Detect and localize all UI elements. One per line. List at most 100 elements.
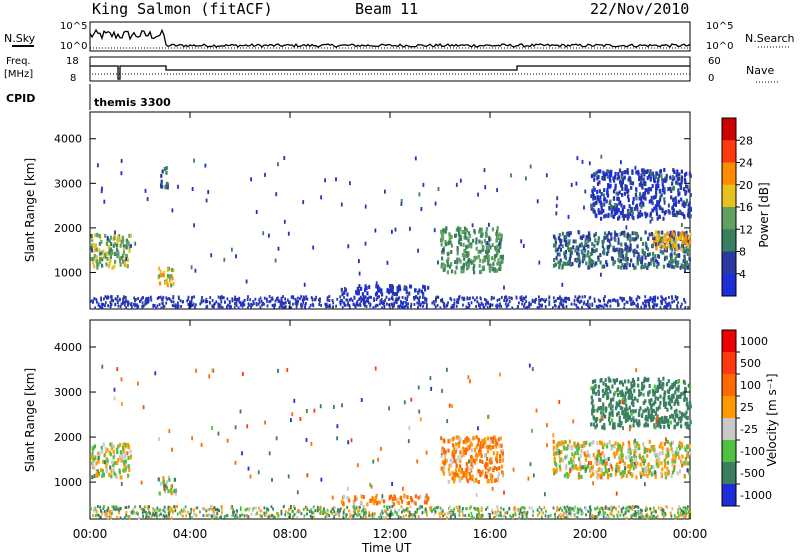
echo-cell [678,514,680,518]
echo-cell [519,507,522,511]
echo-cell [623,306,625,310]
echo-cell [326,512,329,516]
echo-cell [442,508,444,512]
echo-cell [663,442,666,446]
echo-cell [585,303,588,306]
echo-cell [669,186,672,191]
echo-cell [493,267,497,272]
echo-cell [210,253,213,258]
echo-cell [666,263,669,268]
echo-cell [636,214,640,219]
echo-cell [400,201,403,206]
echo-cell [337,511,340,515]
echo-cell [480,297,482,301]
echo-cell [606,392,609,396]
echo-cell [498,261,501,266]
echo-cell [568,506,571,510]
echo-cell [605,303,608,307]
echo-cell [237,298,240,302]
echo-cell [648,389,651,394]
echo-cell [665,419,668,424]
echo-cell [105,251,108,256]
echo-cell [659,249,662,254]
echo-cell [560,303,563,307]
echo-cell [611,513,613,517]
echo-cell [669,415,672,419]
echo-cell [151,513,154,517]
echo-cell [606,507,609,511]
echo-cell [268,295,271,298]
echo-cell [625,252,628,257]
echo-cell [568,512,571,516]
noise-tick-high-right: 10^5 [706,21,733,32]
echo-cell [630,185,633,190]
echo-cell [331,299,334,302]
echo-cell [512,467,515,472]
echo-cell [120,239,123,244]
echo-cell [434,305,437,309]
echo-cell [608,239,611,244]
echo-cell [365,515,367,519]
echo-cell [620,393,623,397]
echo-cell [652,465,655,470]
echo-cell [627,470,630,475]
echo-cell [470,244,473,249]
echo-cell [575,303,578,307]
echo-cell [497,514,500,518]
echo-cell [644,295,647,299]
echo-cell [686,416,689,421]
echo-cell [651,388,655,393]
echo-cell [336,424,339,429]
echo-cell [497,248,500,253]
echo-cell [250,177,252,182]
echo-cell [670,238,673,243]
echo-cell [108,249,111,254]
echo-cell [90,246,93,250]
echo-cell [233,515,236,519]
echo-cell [588,161,591,166]
echo-cell [164,483,167,488]
echo-cell [641,512,644,516]
echo-cell [363,304,366,308]
echo-cell [348,498,351,503]
echo-cell [434,510,437,514]
echo-cell [588,468,592,473]
echo-cell [234,460,237,465]
echo-cell [652,243,655,248]
echo-cell [486,462,489,467]
echo-cell [397,305,400,309]
echo-cell [544,492,546,497]
echo-cell [229,306,231,309]
echo-cell [484,453,487,458]
echo-cell [457,301,460,305]
echo-cell [614,202,617,207]
echo-cell [637,171,640,176]
echo-cell [456,246,459,250]
echo-cell [641,212,644,217]
echo-cell [93,248,96,253]
echo-cell [627,194,630,199]
echo-cell [669,442,672,447]
echo-cell [659,243,662,248]
echo-cell [500,464,504,469]
echo-cell [683,203,686,208]
echo-cell [613,260,616,265]
echo-cell [597,175,600,179]
echo-cell [614,378,617,383]
echo-cell [653,448,656,452]
echo-cell [349,513,351,517]
echo-cell [226,297,229,301]
echo-cell [646,423,649,428]
echo-cell [495,441,498,446]
echo-cell [432,300,435,303]
echo-cell [119,516,122,520]
echo-cell [262,231,265,236]
echo-cell [630,411,633,416]
echo-cell [521,302,523,306]
echo-cell [631,170,634,175]
echo-cell [675,200,678,205]
echo-cell [263,506,266,510]
echo-cell [310,441,313,446]
echo-cell [643,379,646,384]
echo-cell [596,506,599,510]
